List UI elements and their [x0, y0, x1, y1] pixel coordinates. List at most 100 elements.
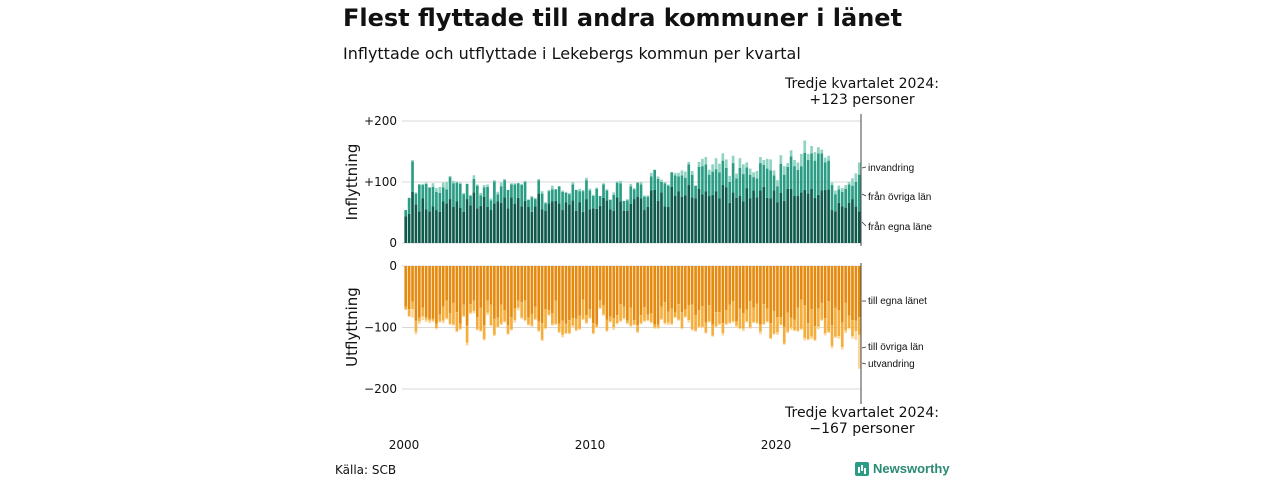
- outflow-bar: [840, 322, 844, 348]
- outflow-bar: [626, 323, 629, 325]
- inflow-bar: [499, 202, 503, 243]
- outflow-bar: [666, 322, 670, 326]
- outflow-bar: [493, 266, 496, 319]
- inflow-bar: [475, 184, 479, 186]
- inflow-bar: [646, 195, 650, 197]
- outflow-bar: [551, 313, 554, 325]
- outflow-bar: [578, 315, 581, 329]
- outflow-bar: [520, 266, 523, 303]
- outflow-bar: [472, 300, 476, 311]
- outflow-bar: [806, 339, 810, 341]
- outflow-bar: [803, 266, 807, 306]
- inflow-bar: [673, 196, 677, 243]
- inflow-bar: [639, 198, 643, 243]
- outflow-bar: [458, 328, 462, 330]
- outflow-bar: [776, 266, 779, 318]
- inflow-bar: [742, 164, 745, 175]
- outflow-bar: [486, 312, 489, 316]
- outflow-bar: [591, 333, 595, 335]
- outflow-bar: [424, 319, 428, 322]
- inflow-bar: [424, 209, 428, 243]
- inflow-bar: [564, 191, 568, 193]
- inflow-bar: [547, 191, 551, 204]
- inflow-bar: [806, 160, 810, 194]
- outflow-bar: [707, 266, 711, 306]
- outflow-bar: [649, 313, 653, 322]
- inflow-bar: [513, 184, 517, 204]
- inflow-bar: [506, 189, 510, 209]
- inflow-bar: [421, 185, 425, 199]
- inflow-bar: [411, 191, 414, 243]
- outflow-bar: [506, 325, 510, 334]
- inflow-bar: [421, 183, 425, 186]
- inflow-bar: [486, 207, 489, 243]
- inflow-bar: [772, 175, 776, 191]
- inflow-bar: [714, 158, 718, 170]
- outflow-bar: [704, 332, 708, 334]
- inflow-bar: [513, 203, 517, 243]
- outflow-bar: [724, 266, 728, 311]
- inflow-bar: [759, 163, 762, 191]
- outflow-bar: [530, 313, 534, 326]
- inflow-bar: [765, 168, 769, 198]
- outflow-bar: [581, 266, 585, 300]
- outflow-bar: [540, 266, 544, 324]
- inflow-bar: [840, 188, 844, 192]
- outflow-bar: [769, 266, 772, 324]
- outflow-bar: [626, 266, 629, 321]
- outflow-bar: [738, 308, 742, 329]
- inflow-bar: [830, 182, 834, 186]
- inflow-bar: [660, 192, 663, 243]
- callout-bottom-line2: −167 personer: [809, 421, 915, 437]
- inflow-bar: [544, 202, 547, 204]
- inflow-bar: [759, 156, 762, 164]
- inflow-bar: [724, 187, 728, 243]
- outflow-bar: [755, 303, 759, 323]
- outflow-bar: [421, 307, 425, 317]
- newsworthy-logo[interactable]: Newsworthy: [855, 461, 950, 476]
- inflow-bar: [639, 182, 643, 185]
- inflow-bar: [690, 174, 694, 198]
- outflow-bar: [418, 266, 421, 318]
- inflow-bar: [554, 200, 558, 243]
- outflow-bar: [755, 322, 759, 324]
- outflow-bar: [857, 317, 861, 335]
- inflow-bar: [666, 185, 670, 208]
- outflow-bar: [605, 319, 609, 331]
- outflow-bar: [438, 314, 442, 322]
- inflow-bar: [564, 202, 568, 243]
- outflow-bar: [779, 317, 783, 325]
- outflow-bar: [817, 326, 820, 330]
- outflow-bar: [455, 312, 459, 332]
- outflow-bar: [857, 266, 861, 318]
- inflow-bar: [571, 184, 575, 201]
- inflow-bar: [793, 160, 796, 167]
- inflow-bar: [632, 199, 636, 243]
- inflow-bar: [619, 180, 622, 184]
- outflow-bar: [711, 266, 714, 325]
- outflow-bar: [844, 330, 847, 334]
- inflow-bar: [609, 209, 612, 243]
- outflow-bar: [455, 331, 459, 333]
- outflow-bar: [595, 266, 599, 325]
- outflow-bar: [527, 324, 530, 326]
- inflow-bar: [687, 185, 691, 243]
- inflow-bar: [714, 169, 718, 192]
- inflow-bar: [496, 201, 500, 243]
- inflow-bar: [465, 183, 469, 200]
- inflow-bar: [670, 172, 674, 187]
- outflow-bar: [561, 334, 564, 338]
- outflow-bar: [847, 328, 851, 330]
- inflow-bar: [581, 191, 585, 212]
- inflow-bar: [506, 208, 510, 243]
- callout-top-line1: Tredje kvartalet 2024:: [785, 76, 939, 92]
- inflow-bar: [857, 211, 861, 243]
- inflow-bar: [721, 185, 725, 243]
- outflow-bar: [772, 333, 776, 335]
- outflow-bar: [503, 321, 506, 323]
- outflow-bar: [475, 317, 479, 330]
- outflow-bar: [544, 266, 547, 310]
- outflow-bar: [690, 266, 694, 305]
- inflow-bar: [441, 201, 445, 243]
- inflow-bar: [591, 194, 595, 197]
